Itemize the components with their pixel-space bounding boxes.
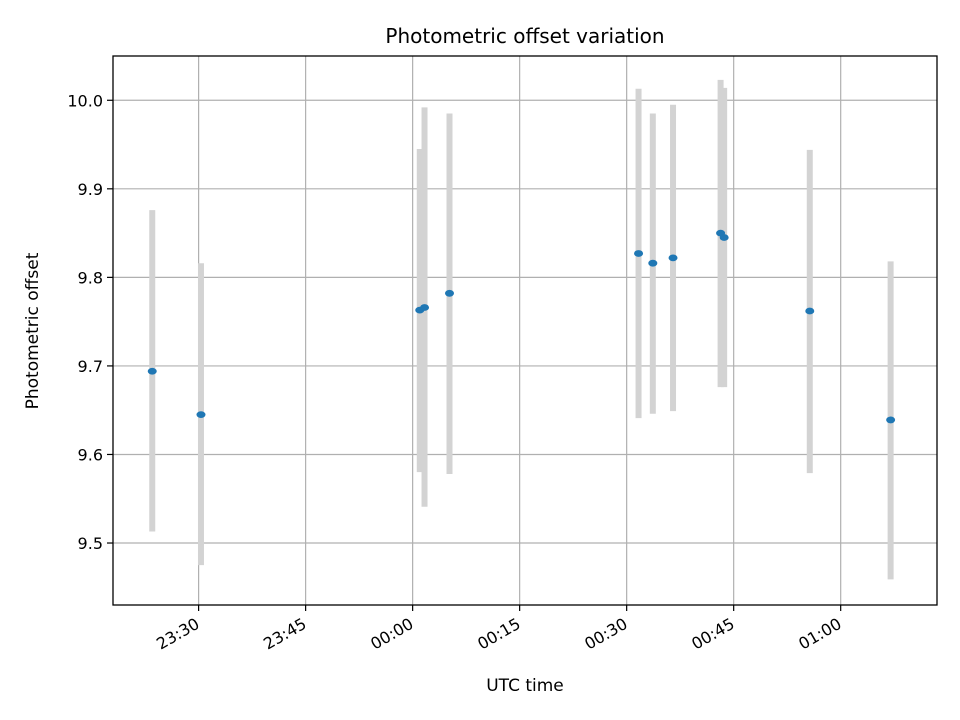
y-tick-label: 9.8 (78, 268, 103, 287)
chart-title: Photometric offset variation (385, 24, 664, 48)
data-point (668, 254, 678, 262)
data-point (886, 416, 896, 424)
x-axis-label: UTC time (486, 676, 564, 696)
data-point (444, 289, 454, 297)
data-point (719, 234, 729, 241)
data-point (196, 411, 206, 419)
data-point (648, 259, 658, 267)
y-tick-label: 9.5 (78, 534, 103, 553)
data-point (147, 367, 157, 375)
y-tick-label: 9.7 (78, 357, 103, 376)
data-points (147, 229, 896, 424)
y-axis-label: Photometric offset (23, 252, 43, 409)
grid-lines (113, 56, 937, 605)
data-point (420, 304, 430, 311)
y-axis-ticks: 9.5 9.6 9.7 9.8 9.9 10.0 (67, 91, 113, 553)
y-tick-label: 9.9 (78, 180, 103, 199)
y-tick-label: 9.6 (78, 445, 103, 464)
y-tick-label: 10.0 (67, 91, 103, 110)
plot-area-frame (112, 55, 938, 606)
data-point (805, 307, 815, 315)
data-point (634, 250, 644, 257)
